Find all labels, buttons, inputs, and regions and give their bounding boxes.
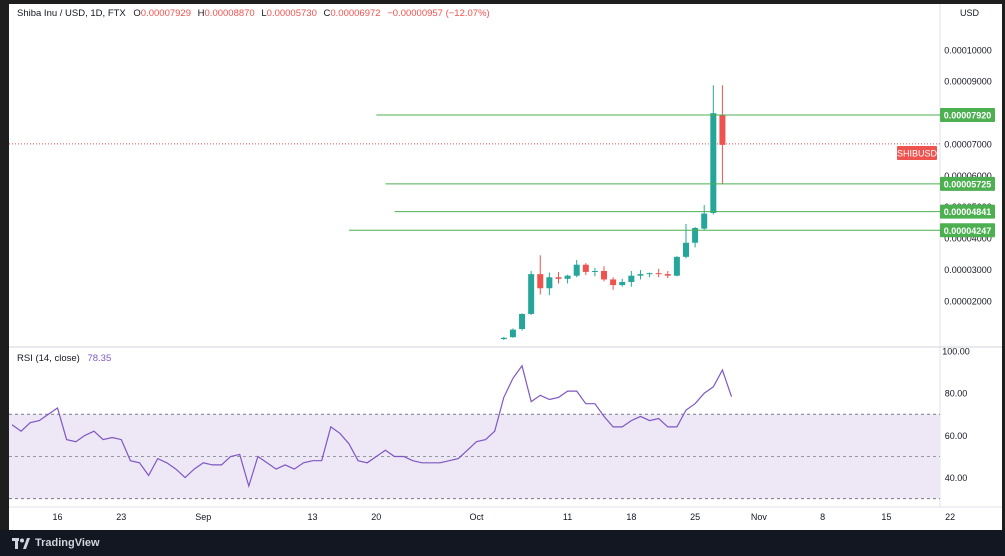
price-tick-label: 0.00004000 (944, 234, 992, 244)
time-tick-label: 11 (563, 512, 572, 522)
candle-body (591, 270, 598, 272)
candle-body (655, 273, 662, 275)
ohlc-legend[interactable]: Shiba Inu / USD, 1D, FTX O0.00007929 H0.… (17, 8, 490, 19)
candle-body (692, 228, 699, 243)
time-tick-label: 16 (53, 512, 63, 522)
symbol-tag-label: SHIBUSD (897, 149, 938, 159)
candle-body (601, 270, 608, 280)
candle-body (719, 114, 726, 145)
close-label: C (324, 8, 331, 19)
symbol-title: Shiba Inu / USD, 1D, FTX (17, 8, 126, 19)
time-tick-label: Sep (195, 512, 211, 522)
candle-body (582, 264, 589, 272)
time-tick-label: Oct (470, 512, 485, 522)
candlestick-series[interactable] (500, 85, 726, 340)
rsi-last-value: 78.35 (87, 353, 111, 364)
price-tick-label: 0.00003000 (944, 265, 992, 275)
candle-body (628, 275, 635, 282)
tradingview-logo[interactable]: TradingView (12, 534, 100, 552)
candle-body (564, 275, 571, 279)
open-value: 0.00007929 (141, 8, 191, 19)
price-tick-label: 0.00006000 (944, 171, 992, 181)
high-label: H (198, 8, 205, 19)
candle-body (500, 337, 507, 340)
rsi-title: RSI (14, close) (17, 353, 80, 364)
rsi-tick-label: 80.00 (945, 389, 968, 399)
horizontal-level-tag (940, 176, 995, 191)
low-value: 0.00005730 (267, 8, 317, 19)
close-value: 0.00006972 (330, 8, 380, 19)
candle-body (573, 264, 580, 276)
candle-body (509, 329, 516, 338)
candle-body (710, 113, 717, 213)
change-value: −0.00000957 (−12.07%) (387, 8, 489, 19)
candle-body (519, 313, 526, 330)
candle-body (555, 277, 562, 279)
candle-body (619, 281, 626, 286)
currency-label[interactable]: USD (960, 8, 980, 18)
time-tick-label: 22 (945, 512, 955, 522)
time-axis[interactable]: 16 23 Sep 13 20 Oct 11 18 25 Nov 8 15 22 (53, 512, 956, 522)
candle-body (646, 273, 653, 275)
time-tick-label: 20 (371, 512, 381, 522)
candle-body (528, 274, 535, 314)
candle-body (701, 213, 708, 229)
rsi-axis[interactable]: 100.00 80.00 60.00 40.00 (942, 347, 970, 484)
time-tick-label: 18 (626, 512, 636, 522)
symbol-tag (897, 146, 937, 160)
high-value: 0.00008870 (205, 8, 255, 19)
tradingview-logo-icon (12, 537, 30, 549)
open-label: O (133, 8, 140, 19)
rsi-line[interactable] (11, 364, 733, 489)
brand-name: TradingView (35, 537, 100, 549)
rsi-tick-label: 100.00 (942, 347, 970, 357)
candle-body (537, 274, 544, 289)
price-tick-label: 0.00009000 (944, 77, 992, 87)
price-tick-label: 0.00010000 (944, 45, 992, 55)
low-label: L (261, 8, 266, 19)
horizontal-level-label: 0.00005725 (944, 179, 992, 189)
horizontal-level-label: 0.00004247 (944, 226, 992, 236)
horizontal-level-tag (940, 108, 995, 123)
candle-body (673, 256, 680, 276)
candle-body (610, 279, 617, 286)
horizontal-levels[interactable]: 0.00007920 0.00005725 0.00004841 0.00004247 (348, 108, 995, 238)
price-tick-label: 0.00007000 (944, 139, 992, 149)
candle-body (664, 274, 671, 276)
horizontal-level-tag (940, 204, 995, 219)
price-tick-label: 0.00002000 (944, 296, 992, 306)
horizontal-level-tag (940, 223, 995, 238)
price-axis[interactable]: 0.000100000.000090000.000080000.00007000… (944, 45, 992, 306)
candle-body (637, 274, 644, 276)
time-tick-label: 13 (308, 512, 318, 522)
horizontal-level-label: 0.00004841 (944, 207, 992, 217)
candle-body (682, 242, 689, 257)
rsi-tick-label: 60.00 (945, 431, 968, 441)
rsi-legend[interactable]: RSI (14, close) 78.35 (17, 353, 111, 364)
time-tick-label: 25 (690, 512, 700, 522)
candle-body (546, 277, 553, 289)
time-tick-label: 8 (820, 512, 825, 522)
time-tick-label: 23 (116, 512, 126, 522)
rsi-tick-label: 40.00 (945, 473, 968, 483)
footer-bar (0, 530, 1005, 556)
horizontal-level-label: 0.00007920 (944, 111, 992, 121)
time-tick-label: 15 (881, 512, 891, 522)
time-tick-label: Nov (751, 512, 768, 522)
